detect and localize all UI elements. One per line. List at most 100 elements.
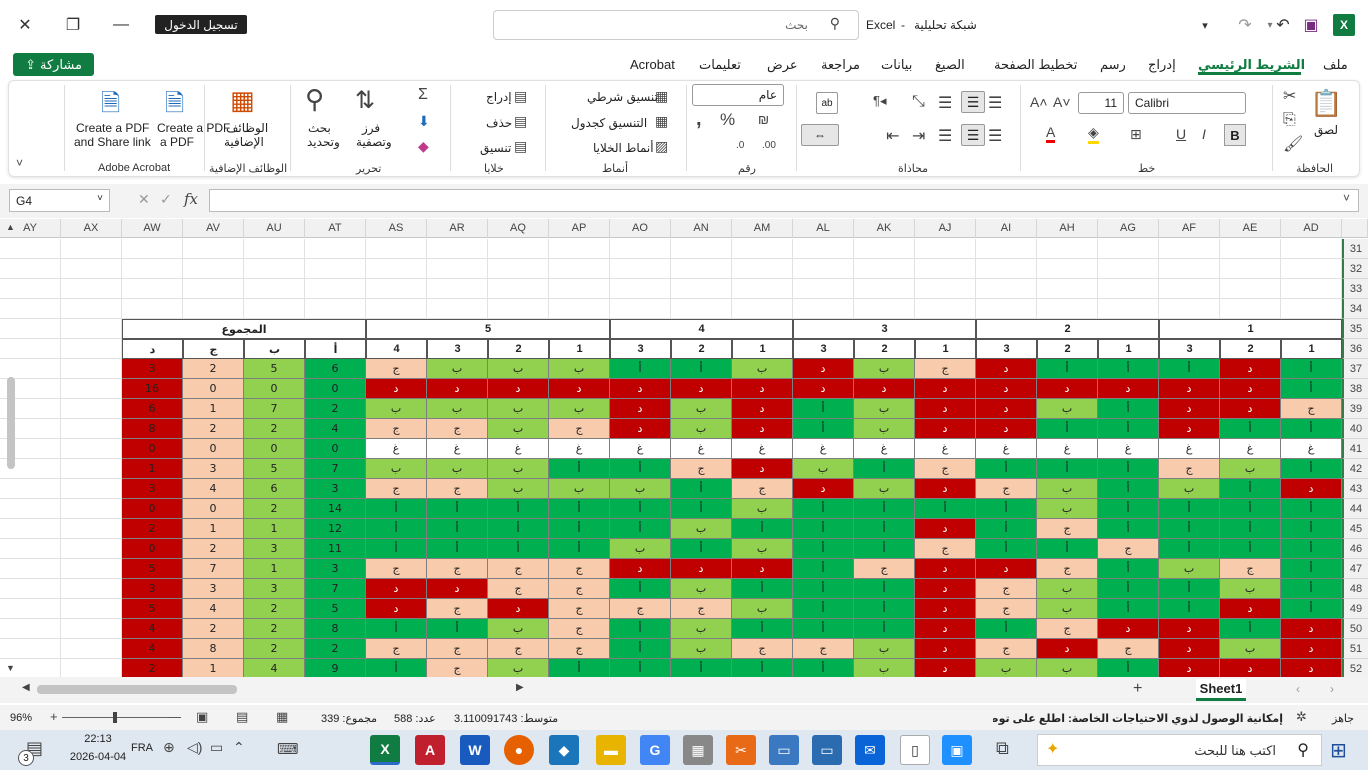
- grade-cell[interactable]: أ: [793, 599, 854, 619]
- grid-cell[interactable]: [1037, 299, 1098, 319]
- sheet-tab-sheet1[interactable]: Sheet1: [1196, 679, 1246, 701]
- grid-cell[interactable]: [1281, 259, 1342, 279]
- grade-cell[interactable]: أ: [732, 659, 793, 679]
- grid-cell[interactable]: [915, 259, 976, 279]
- total-cell[interactable]: 1: [183, 399, 244, 419]
- grade-cell[interactable]: أ: [1281, 539, 1342, 559]
- grade-cell[interactable]: أ: [732, 619, 793, 639]
- grid-cell[interactable]: [1220, 279, 1281, 299]
- comma-icon[interactable]: ,: [696, 108, 702, 130]
- grade-cell[interactable]: غ: [1037, 439, 1098, 459]
- grid-cell[interactable]: [793, 259, 854, 279]
- grade-cell[interactable]: ج: [1037, 519, 1098, 539]
- grade-cell[interactable]: ج: [976, 599, 1037, 619]
- grade-cell[interactable]: أ: [488, 499, 549, 519]
- vertical-scrollbar-thumb[interactable]: [7, 377, 15, 469]
- grade-cell[interactable]: ج: [1220, 559, 1281, 579]
- grid-cell[interactable]: [610, 239, 671, 259]
- find-label-2[interactable]: وتحديد: [307, 135, 340, 149]
- grade-cell[interactable]: أ: [976, 499, 1037, 519]
- grid-cell[interactable]: [0, 539, 61, 559]
- grade-cell[interactable]: أ: [610, 579, 671, 599]
- grid-cell[interactable]: [61, 519, 122, 539]
- accessibility-status[interactable]: إمكانية الوصول لذوي الاحتياجات الخاصة: ا…: [993, 713, 1283, 725]
- grade-cell[interactable]: ج: [732, 639, 793, 659]
- grade-cell[interactable]: ب: [1220, 459, 1281, 479]
- grade-cell[interactable]: أ: [1159, 539, 1220, 559]
- grade-cell[interactable]: غ: [915, 439, 976, 459]
- grade-cell[interactable]: أ: [366, 499, 427, 519]
- grid-cell[interactable]: [61, 599, 122, 619]
- total-cell[interactable]: 1: [244, 519, 305, 539]
- tab-formulas[interactable]: الصيغ: [935, 57, 965, 72]
- total-cell[interactable]: 2: [122, 519, 183, 539]
- row-header-51[interactable]: 51: [1342, 639, 1368, 659]
- grade-cell[interactable]: أ: [854, 579, 915, 599]
- grid-cell[interactable]: [854, 299, 915, 319]
- total-cell[interactable]: 1: [122, 459, 183, 479]
- rtl-icon[interactable]: ¶◂: [873, 93, 887, 108]
- page-break-icon[interactable]: ▣: [196, 709, 209, 724]
- grade-cell[interactable]: غ: [610, 439, 671, 459]
- grade-cell[interactable]: أ: [366, 659, 427, 679]
- grid-cell[interactable]: [0, 499, 61, 519]
- grid-cell[interactable]: [244, 239, 305, 259]
- grade-cell[interactable]: ب: [854, 359, 915, 379]
- collapse-ribbon-icon[interactable]: ˅: [16, 156, 24, 170]
- grid-cell[interactable]: [1159, 279, 1220, 299]
- grade-cell[interactable]: د: [366, 379, 427, 399]
- grid-cell[interactable]: [1037, 259, 1098, 279]
- grade-cell[interactable]: أ: [610, 619, 671, 639]
- grade-cell[interactable]: غ: [549, 439, 610, 459]
- grid-cell[interactable]: [244, 299, 305, 319]
- grade-cell[interactable]: د: [915, 619, 976, 639]
- grade-cell[interactable]: أ: [427, 539, 488, 559]
- grade-cell[interactable]: أ: [488, 539, 549, 559]
- total-cell[interactable]: 1: [183, 519, 244, 539]
- grade-cell[interactable]: ج: [671, 459, 732, 479]
- grade-cell[interactable]: أ: [1281, 579, 1342, 599]
- clock-time[interactable]: 22:13: [84, 733, 112, 745]
- align-middle-icon[interactable]: ☰: [961, 91, 985, 113]
- grade-cell[interactable]: د: [915, 579, 976, 599]
- grade-cell[interactable]: ج: [366, 359, 427, 379]
- column-header-ap[interactable]: AP: [549, 219, 610, 238]
- tab-draw[interactable]: رسم: [1100, 57, 1126, 72]
- grade-cell[interactable]: ب: [1037, 399, 1098, 419]
- minimize-icon[interactable]: —: [113, 16, 129, 33]
- grade-cell[interactable]: ب: [671, 579, 732, 599]
- column-header-ah[interactable]: AH: [1037, 219, 1098, 238]
- column-header-at[interactable]: AT: [305, 219, 366, 238]
- grid-cell[interactable]: [1220, 239, 1281, 259]
- tab-page-layout[interactable]: تخطيط الصفحة: [994, 57, 1078, 72]
- grade-cell[interactable]: ج: [549, 619, 610, 639]
- grid-cell[interactable]: [488, 299, 549, 319]
- confirm-entry-icon[interactable]: ✓: [160, 191, 172, 207]
- grid-cell[interactable]: [183, 259, 244, 279]
- grade-cell[interactable]: د: [1281, 639, 1342, 659]
- grade-cell[interactable]: د: [915, 399, 976, 419]
- grade-cell[interactable]: أ: [854, 619, 915, 639]
- grade-cell[interactable]: أ: [1220, 519, 1281, 539]
- grade-cell[interactable]: د: [1098, 379, 1159, 399]
- total-cell[interactable]: 2: [183, 539, 244, 559]
- grade-cell[interactable]: ب: [671, 619, 732, 639]
- grade-cell[interactable]: د: [610, 399, 671, 419]
- grade-cell[interactable]: أ: [1281, 499, 1342, 519]
- grade-cell[interactable]: ب: [1037, 579, 1098, 599]
- grade-cell[interactable]: د: [610, 379, 671, 399]
- cell-styles-icon[interactable]: ▨: [655, 138, 669, 154]
- grade-cell[interactable]: أ: [671, 499, 732, 519]
- delete-cells-icon[interactable]: ▤: [514, 113, 528, 129]
- grade-cell[interactable]: أ: [854, 539, 915, 559]
- grid-cell[interactable]: [61, 639, 122, 659]
- insert-cells-icon[interactable]: ▤: [514, 88, 528, 104]
- grade-cell[interactable]: أ: [1037, 359, 1098, 379]
- row-header-37[interactable]: 37: [1342, 359, 1368, 379]
- create-pdf-icon[interactable]: 🗎: [165, 90, 185, 117]
- grid-cell[interactable]: [610, 279, 671, 299]
- grade-cell[interactable]: ب: [732, 359, 793, 379]
- format-as-table-icon[interactable]: ▦: [655, 113, 669, 129]
- total-cell[interactable]: 7: [305, 459, 366, 479]
- column-header-ao[interactable]: AO: [610, 219, 671, 238]
